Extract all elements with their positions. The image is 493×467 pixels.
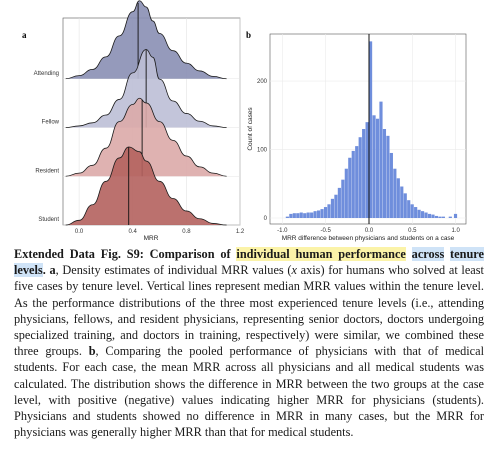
density-area-attending bbox=[65, 0, 227, 79]
histogram-y-tick-label: 200 bbox=[257, 79, 268, 85]
histogram-bar bbox=[389, 152, 393, 218]
ridgeline-densities bbox=[65, 0, 227, 226]
figure-caption: Extended Data Fig. S9: Comparison of ind… bbox=[14, 246, 484, 440]
histogram-bar bbox=[285, 216, 289, 218]
histogram-bar bbox=[382, 129, 387, 218]
histogram-bar bbox=[365, 122, 369, 218]
histogram-y-tick-label: 100 bbox=[257, 148, 268, 154]
ridgeline-category-label: Attending bbox=[34, 71, 59, 77]
histogram-bar bbox=[327, 204, 331, 218]
histogram-bar bbox=[403, 193, 407, 218]
histogram-bar bbox=[386, 135, 390, 218]
histogram-y-tick-label: 0 bbox=[264, 216, 268, 222]
caption-colon: : bbox=[139, 247, 150, 261]
panel-a-label: a bbox=[22, 30, 27, 40]
histogram-x-ticks: -1.0 -0.5 0.0 0.5 1.0 bbox=[277, 228, 460, 234]
histogram-bar bbox=[379, 101, 383, 218]
histogram-bar bbox=[414, 207, 418, 218]
density-outline-attending bbox=[65, 0, 227, 80]
caption-panel-a: a bbox=[49, 263, 56, 278]
histogram-bar bbox=[330, 198, 335, 218]
histogram-x-tick-label: 0.0 bbox=[365, 228, 374, 234]
ridgeline-category-labels: Attending Fellow Resident Student bbox=[34, 71, 60, 223]
ridgeline-category-label: Resident bbox=[35, 168, 59, 174]
density-outline-fellow bbox=[65, 49, 227, 128]
histogram-bar bbox=[337, 187, 341, 218]
caption-text-a1: , Density estimates of individual MRR va… bbox=[55, 263, 292, 278]
histogram-bar bbox=[400, 186, 404, 218]
histogram-bar bbox=[323, 207, 328, 218]
ridgeline-category-label: Student bbox=[38, 217, 59, 223]
histogram-bar bbox=[434, 215, 439, 218]
ridgeline-x-tick-label: 1.2 bbox=[236, 229, 245, 235]
histogram-bar bbox=[424, 212, 428, 218]
histogram-bar bbox=[348, 157, 352, 218]
histogram-bar bbox=[427, 213, 432, 218]
histogram-bar bbox=[344, 168, 348, 218]
histogram-y-ticks: 0 100 200 bbox=[257, 79, 268, 222]
ridgeline-x-axis-label: MRR bbox=[144, 235, 159, 242]
histogram-bar bbox=[317, 210, 321, 218]
caption-figure-label: Extended Data Fig. S9 bbox=[14, 247, 140, 261]
histogram-bar bbox=[296, 213, 300, 218]
histogram-x-tick-label: 1.0 bbox=[451, 228, 460, 234]
histogram-bar bbox=[410, 204, 414, 218]
caption-title-highlight-2a: across bbox=[411, 247, 445, 261]
caption-panel-b: b bbox=[88, 344, 96, 359]
histogram-bar bbox=[372, 115, 376, 218]
ridgeline-category-label: Fellow bbox=[42, 120, 60, 126]
density-outline-resident bbox=[65, 97, 227, 177]
histogram-bar bbox=[320, 209, 324, 218]
histogram-bar bbox=[375, 118, 380, 218]
histogram-bar bbox=[306, 212, 310, 218]
histogram-x-tick-label: -0.5 bbox=[320, 228, 331, 234]
histogram-y-axis-label: Count of cases bbox=[247, 107, 254, 151]
histogram-bar bbox=[417, 209, 421, 218]
ridgeline-x-tick-label: 0.0 bbox=[75, 229, 84, 235]
ridgeline-x-ticks: 0.0 0.4 0.8 1.2 bbox=[75, 229, 245, 235]
histogram-bar bbox=[299, 212, 303, 218]
ridgeline-panel: Attending Fellow Resident Student 0.0 0.4 0.8… bbox=[34, 0, 245, 242]
histogram-bar bbox=[396, 178, 400, 218]
histogram-bar bbox=[313, 211, 317, 218]
histogram-bar bbox=[441, 216, 445, 218]
histogram-bar bbox=[448, 216, 452, 218]
caption-text-b: , Comparing the pooled performance of ph… bbox=[14, 344, 484, 440]
histogram-x-tick-label: 0.5 bbox=[408, 228, 417, 234]
histogram-bars bbox=[285, 41, 458, 218]
ridgeline-x-tick-label: 0.8 bbox=[182, 229, 191, 235]
histogram-x-tick-label: -1.0 bbox=[277, 228, 288, 234]
density-outline-student bbox=[65, 146, 227, 226]
histogram-bar bbox=[453, 213, 458, 218]
caption-text-a2: axis) for humans who solved at least fiv… bbox=[14, 263, 484, 359]
histogram-panel: -1.0 -0.5 0.0 0.5 1.0 0 100 200 MRR difference… bbox=[247, 33, 467, 242]
histogram-bar bbox=[289, 213, 293, 218]
histogram-bar bbox=[369, 41, 373, 218]
histogram-bar bbox=[334, 194, 338, 218]
histogram-bar bbox=[393, 168, 397, 218]
histogram-bar bbox=[362, 129, 366, 218]
histogram-bar bbox=[421, 211, 425, 218]
caption-text-a-x: x bbox=[291, 263, 297, 278]
histogram-bar bbox=[358, 137, 362, 218]
histogram-bar bbox=[292, 213, 296, 218]
density-area-resident bbox=[65, 98, 227, 177]
histogram-bar bbox=[303, 213, 307, 218]
ridgeline-x-tick-label: 0.4 bbox=[129, 229, 138, 235]
histogram-x-axis-label: MRR difference between physicians and st… bbox=[282, 235, 455, 242]
histogram-bar bbox=[351, 150, 355, 218]
histogram-bar bbox=[355, 146, 359, 218]
histogram-bar bbox=[438, 216, 442, 218]
caption-title-highlight-1: individual human performance bbox=[236, 247, 406, 261]
caption-title-plain: Comparison of bbox=[149, 247, 237, 261]
density-area-student bbox=[65, 147, 227, 225]
histogram-bar bbox=[341, 179, 345, 218]
histogram-bar bbox=[407, 200, 411, 218]
panel-b-label: b bbox=[246, 30, 251, 40]
caption-title-end: . bbox=[42, 263, 50, 278]
histogram-bar bbox=[310, 212, 314, 218]
histogram-bar bbox=[431, 214, 435, 218]
